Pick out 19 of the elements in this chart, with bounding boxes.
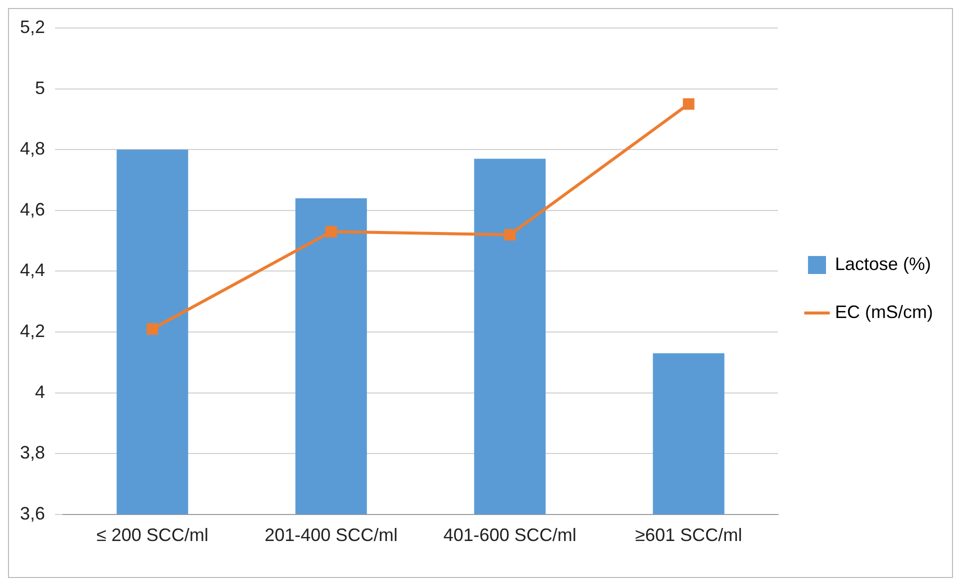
x-tick-label: ≤ 200 SCC/ml [96,525,208,546]
point [504,228,516,240]
x-tick-label: 201-400 SCC/ml [264,525,398,546]
y-tick-label: 5,2 [20,16,46,37]
legend-label: EC (mS/cm) [835,302,934,322]
legend-label: Lactose (%) [835,254,932,274]
point [146,323,158,335]
y-tick-label: 4,6 [20,199,46,220]
y-tick-label: 3,8 [20,442,46,463]
y-tick-label: 4,8 [20,138,46,159]
point [325,226,337,238]
y-tick-label: 5 [35,78,46,98]
y-tick-label: 4,2 [20,320,46,341]
point [682,98,694,110]
y-tick-label: 4,4 [20,260,46,280]
x-tick-label: 401-600 SCC/ml [443,525,576,546]
y-tick-label: 4 [35,382,46,402]
y-tick-label: 3,6 [20,503,46,524]
x-tick-label: ≥601 SCC/ml [635,525,742,546]
